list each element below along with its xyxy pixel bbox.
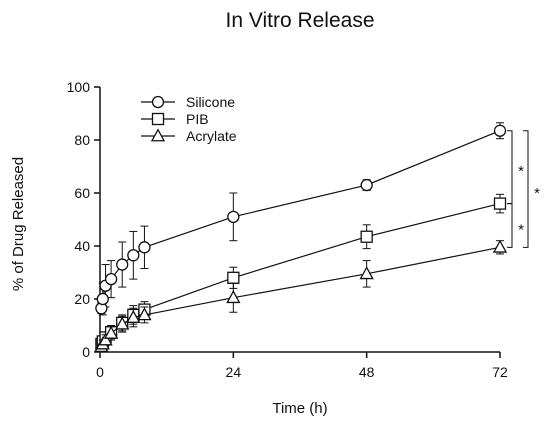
data-point	[96, 292, 109, 306]
y-tick-label: 80	[74, 132, 90, 148]
significance-bracket: *	[507, 130, 524, 205]
legend-label: Acrylate	[186, 128, 237, 144]
y-tick-label: 60	[74, 185, 90, 201]
x-axis-label: Time (h)	[272, 400, 327, 417]
significance-bracket: *	[523, 130, 540, 248]
series-pib	[95, 193, 507, 351]
series-layer	[94, 122, 508, 353]
significance-brackets: * * *	[507, 130, 540, 248]
series-acrylate	[94, 239, 508, 353]
data-point	[126, 309, 141, 323]
data-point	[492, 239, 508, 253]
legend-item-pib: PIB	[141, 111, 209, 127]
series-line	[100, 246, 501, 347]
y-tick-label: 0	[82, 344, 90, 360]
data-point	[493, 124, 507, 137]
data-point	[103, 325, 119, 339]
series-line	[100, 203, 501, 345]
data-point	[359, 266, 374, 280]
series-silicone	[95, 122, 507, 316]
significance-label: *	[534, 185, 540, 202]
data-point	[227, 271, 240, 284]
x-tick-label: 48	[359, 364, 375, 380]
legend-label: PIB	[186, 111, 209, 127]
data-point	[493, 197, 507, 210]
legend-marker	[151, 112, 165, 126]
significance-label: *	[518, 221, 524, 238]
data-point	[137, 307, 152, 321]
x-tick-label: 0	[96, 364, 104, 380]
data-point	[104, 272, 118, 286]
data-point	[116, 258, 129, 271]
y-axis-label: % of Drug Released	[10, 157, 27, 291]
legend-label: Silicone	[186, 94, 235, 110]
legend-marker	[150, 128, 166, 142]
series-line	[100, 130, 501, 309]
bracket-line	[507, 203, 513, 248]
x-tick-label: 24	[226, 364, 242, 380]
significance-label: *	[518, 163, 524, 180]
data-point	[226, 289, 241, 304]
data-point	[127, 249, 140, 262]
data-point	[138, 241, 151, 254]
data-point	[115, 316, 130, 330]
y-tick-label: 100	[67, 79, 91, 95]
legend-item-acrylate: Acrylate	[141, 128, 237, 144]
legend-item-silicone: Silicone	[141, 94, 235, 110]
bracket-line	[523, 130, 529, 248]
data-point	[360, 178, 373, 192]
x-tick-label: 72	[492, 364, 508, 380]
data-point	[227, 210, 240, 224]
chart-title: In Vitro Release	[225, 9, 374, 32]
legend-marker	[151, 95, 165, 109]
significance-bracket: *	[507, 203, 524, 248]
y-tick-label: 40	[74, 238, 90, 254]
y-tick-label: 20	[74, 291, 90, 307]
axes: 0 20 40 60 80 100 0 24 48 72	[67, 79, 508, 380]
bracket-line	[507, 130, 513, 205]
data-point	[360, 230, 373, 243]
data-point	[98, 332, 113, 346]
